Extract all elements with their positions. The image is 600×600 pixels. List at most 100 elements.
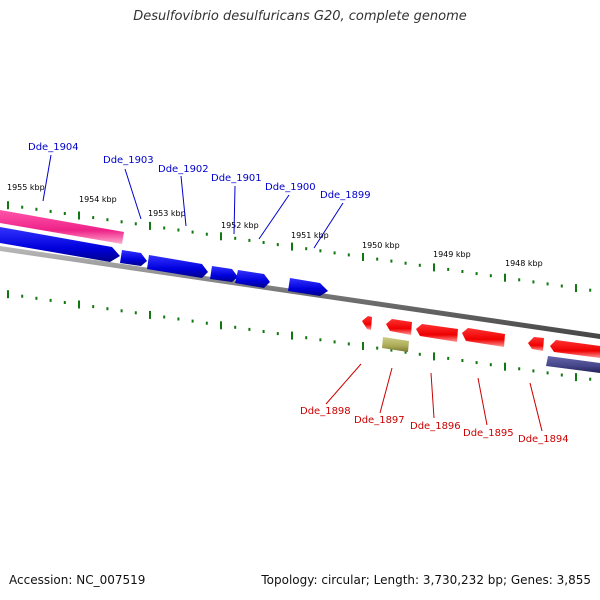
minor-tick — [518, 367, 521, 371]
major-tick — [291, 331, 293, 340]
leader-line — [529, 382, 543, 432]
minor-tick — [376, 257, 379, 261]
minor-tick — [560, 284, 563, 288]
minor-tick — [205, 232, 208, 236]
kbp-label: 1952 kbp — [221, 221, 259, 230]
minor-tick — [262, 330, 265, 333]
major-tick — [78, 300, 80, 309]
minor-tick — [120, 309, 123, 313]
tick-track-bottom — [7, 290, 592, 382]
leader-line — [180, 175, 187, 227]
gene-label-dde-1900: Dde_1900 — [265, 182, 316, 193]
minor-tick — [262, 241, 265, 244]
kbp-label: 1953 kbp — [148, 209, 186, 218]
gene-arrow-dde-1895 — [462, 328, 505, 347]
minor-tick — [305, 247, 308, 251]
gene-label-dde-1901: Dde_1901 — [211, 173, 262, 184]
minor-tick — [546, 371, 549, 375]
leader-line — [258, 194, 290, 240]
leader-line — [313, 202, 344, 249]
minor-tick — [134, 311, 137, 315]
minor-tick — [134, 222, 137, 226]
minor-tick — [163, 315, 166, 319]
pink-feature — [0, 210, 124, 244]
minor-tick — [319, 338, 322, 342]
gene-arrow-dde-1898 — [362, 316, 372, 330]
olive-feature — [382, 337, 409, 352]
minor-tick — [489, 274, 492, 278]
minor-tick — [589, 377, 592, 381]
gene-arrow-next-red — [550, 340, 600, 358]
major-tick — [504, 273, 506, 282]
leader-line — [42, 154, 52, 202]
leader-line — [124, 168, 142, 220]
minor-tick — [532, 369, 535, 373]
tick-track-top — [7, 201, 592, 293]
kbp-label: 1950 kbp — [362, 241, 400, 250]
major-tick — [575, 284, 577, 293]
kbp-labels: 1955 kbp 1954 kbp 1953 kbp 1952 kbp 1951… — [7, 183, 543, 268]
gene-label-dde-1899: Dde_1899 — [320, 190, 371, 201]
leader-line — [430, 372, 435, 419]
minor-tick — [120, 220, 123, 224]
minor-tick — [21, 294, 24, 298]
minor-tick — [333, 251, 336, 255]
minor-tick — [21, 205, 24, 209]
minor-tick — [447, 267, 450, 271]
leader-line — [477, 377, 488, 426]
minor-tick — [49, 209, 52, 213]
gene-arrow-dde-1904 — [0, 227, 120, 262]
minor-tick — [106, 307, 109, 311]
leader-line — [379, 367, 393, 414]
gene-label-dde-1894: Dde_1894 — [518, 434, 569, 445]
gene-arrow-dde-1903 — [120, 250, 147, 266]
gene-label-dde-1903: Dde_1903 — [103, 155, 154, 166]
major-tick — [291, 242, 293, 251]
major-tick — [220, 232, 222, 241]
purple-feature — [546, 356, 600, 373]
minor-tick — [589, 288, 592, 292]
major-tick — [575, 373, 577, 382]
kbp-label: 1949 kbp — [433, 250, 471, 259]
minor-tick — [276, 332, 279, 336]
gene-label-dde-1895: Dde_1895 — [463, 428, 514, 439]
gene-arrow-dde-1899 — [288, 278, 328, 296]
minor-tick — [234, 325, 237, 329]
gene-label-dde-1896: Dde_1896 — [410, 421, 461, 432]
gene-arrow-dde-1894 — [528, 337, 544, 351]
minor-tick — [205, 321, 208, 325]
minor-tick — [376, 346, 379, 350]
major-tick — [504, 362, 506, 371]
major-tick — [433, 263, 435, 272]
major-tick — [7, 290, 9, 299]
major-tick — [362, 342, 364, 350]
minor-tick — [35, 207, 38, 211]
kbp-label: 1948 kbp — [505, 259, 543, 268]
minor-tick — [191, 230, 194, 234]
major-tick — [78, 211, 80, 220]
major-tick — [7, 201, 9, 210]
minor-tick — [560, 373, 563, 377]
minor-tick — [63, 212, 66, 215]
gene-label-dde-1898: Dde_1898 — [300, 406, 351, 417]
gene-arrow-dde-1902 — [147, 255, 208, 278]
minor-tick — [418, 352, 421, 356]
gene-arrow-dde-1897 — [386, 319, 412, 335]
minor-tick — [248, 327, 251, 331]
minor-tick — [546, 282, 549, 286]
gene-arrow-dde-1896 — [416, 324, 458, 342]
kbp-label: 1955 kbp — [7, 183, 45, 192]
gene-label-dde-1904: Dde_1904 — [28, 142, 79, 153]
minor-tick — [418, 263, 421, 267]
minor-tick — [305, 336, 308, 340]
major-tick — [220, 321, 222, 330]
minor-tick — [63, 301, 66, 304]
gene-label-dde-1902: Dde_1902 — [158, 164, 209, 175]
minor-tick — [248, 238, 251, 242]
minor-tick — [276, 243, 279, 247]
top-gene-labels: Dde_1904 Dde_1903 Dde_1902 Dde_1901 Dde_… — [28, 142, 371, 249]
major-tick — [149, 310, 151, 319]
minor-tick — [447, 356, 450, 360]
minor-tick — [163, 226, 166, 230]
